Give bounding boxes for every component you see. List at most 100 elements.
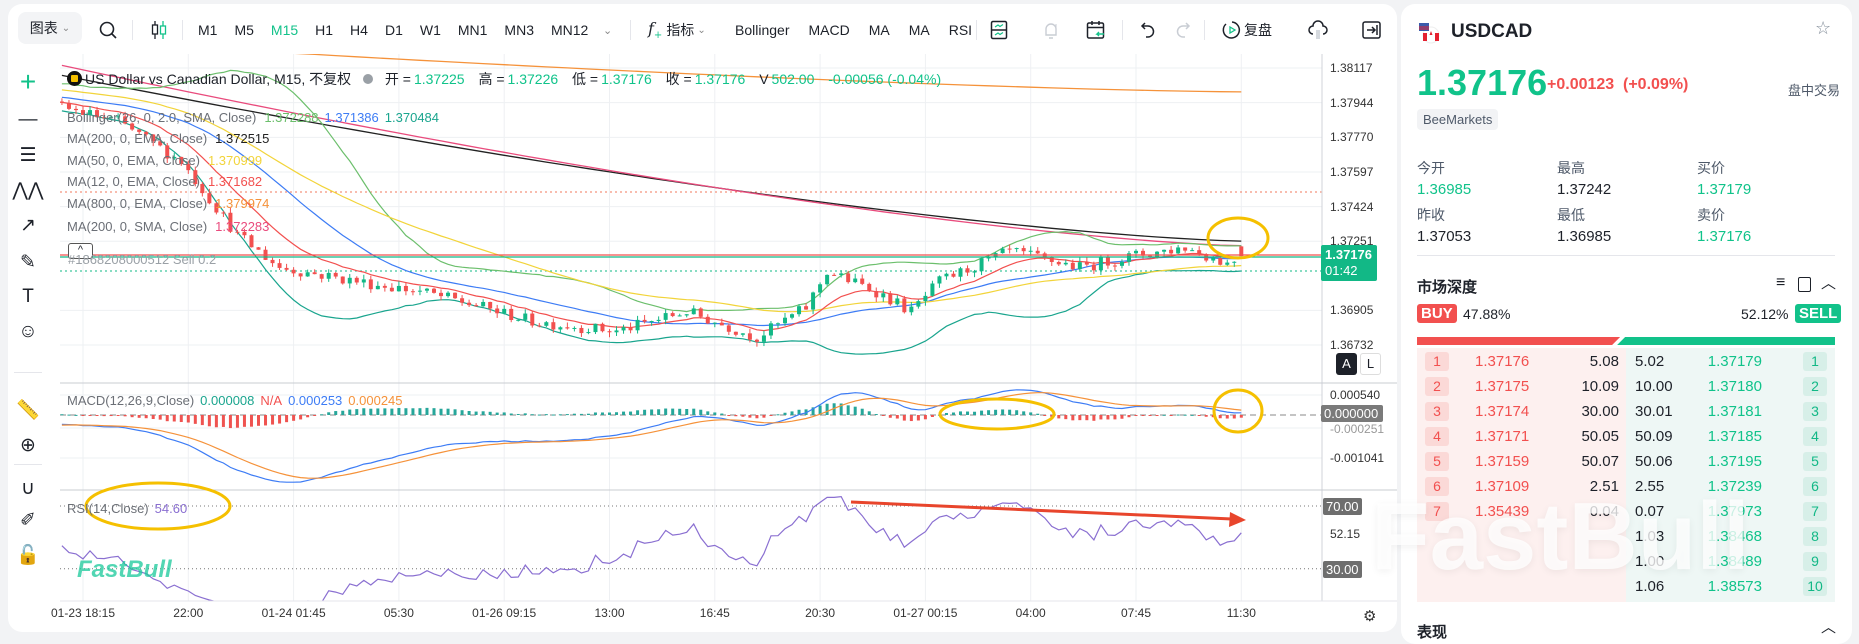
calendar-button[interactable] (1086, 16, 1106, 44)
candle-body (621, 327, 626, 331)
macd-histogram-bar (713, 412, 717, 415)
current-price-tag: 1.37176 01:42 (1321, 245, 1377, 281)
brush-icon[interactable]: ✎ (20, 251, 36, 273)
macd-histogram-bar (593, 412, 597, 415)
order-book-row[interactable]: 1 1.37176 5.08 5.02 1.37179 1 (1417, 349, 1835, 374)
indicator-shortcut-button[interactable]: MA (868, 22, 890, 38)
order-book-row[interactable]: 6 1.37109 2.51 2.55 1.37239 6 (1417, 474, 1835, 499)
order-line-label[interactable]: #1868208000512 Sell 0.2 (68, 252, 217, 267)
layout-button[interactable] (990, 16, 1008, 44)
order-book-row[interactable]: 1.03 1.38468 8 (1417, 524, 1835, 549)
rsi-lower-tag: 30.00 (1323, 561, 1362, 578)
timeframe-button[interactable]: M1 (198, 22, 218, 38)
ruler-icon[interactable]: 📏 (16, 400, 40, 421)
stat-value: 1.36985 (1557, 228, 1612, 245)
indicators-button[interactable]: f+ 指标 ⌄ (648, 16, 706, 44)
timeframe-button[interactable]: H4 (350, 22, 368, 38)
order-book-row[interactable]: 5 1.37159 50.07 50.06 1.37195 5 (1417, 449, 1835, 474)
timeframe-button[interactable]: MN12 (550, 22, 589, 38)
timeframe-button[interactable]: W1 (419, 22, 441, 38)
notes-icon[interactable] (1798, 277, 1811, 292)
open-value: 1.37225 (413, 71, 465, 87)
macd-histogram-bar (832, 403, 836, 415)
timeframe-bar: M1 M5 M15 H1 H4 D1 W1 MN1 MN3 MN12 (198, 16, 605, 44)
macd-histogram-bar (200, 415, 204, 426)
order-book-row[interactable]: 2 1.37175 10.09 10.00 1.37180 2 (1417, 374, 1835, 399)
search-button[interactable] (98, 16, 118, 44)
auto-scale-button[interactable]: A (1336, 353, 1357, 375)
list-view-icon[interactable]: ≡ (1776, 274, 1786, 291)
unlock-icon[interactable]: 🔓 (16, 545, 40, 566)
replay-button[interactable]: 复盘 (1222, 16, 1272, 44)
timeframe-more-chevron-icon[interactable]: ⌄ (603, 24, 613, 37)
indicator-legend-row[interactable]: Bollinger(26, 0, 2.0, SMA, Close) 1.37228… (67, 110, 445, 125)
fibonacci-icon[interactable]: ☰ (19, 144, 37, 166)
candle-body (705, 316, 710, 324)
favorite-star-icon[interactable]: ☆ (1815, 18, 1832, 38)
zoom-in-icon[interactable]: ⊕ (20, 434, 36, 456)
macd-histogram-bar (762, 415, 766, 418)
rsi-value: 54.60 (154, 501, 188, 516)
search-icon (99, 21, 117, 39)
candle-body (944, 273, 949, 277)
candle-body (488, 301, 493, 309)
collapse-legend-button[interactable]: ^ (68, 243, 93, 259)
indicator-shortcut-button[interactable]: MACD (808, 22, 850, 38)
candle-body (151, 134, 156, 142)
panel-watermark: FastBull (1371, 483, 1750, 590)
indicator-legend-row[interactable]: MA(800, 0, EMA, Close) 1.379974 (67, 196, 275, 211)
macd-histogram-bar (481, 411, 485, 415)
indicator-shortcut-button[interactable]: Bollinger (735, 22, 790, 38)
broker-tag[interactable]: BeeMarkets (1417, 109, 1499, 130)
indicator-value: 1.372288 (264, 110, 319, 125)
macd-histogram-bar (973, 411, 977, 415)
order-book-row[interactable]: 7 1.35439 0.04 0.07 1.37973 7 (1417, 499, 1835, 524)
log-scale-button[interactable]: L (1360, 353, 1381, 375)
collapse-chevron-up-icon[interactable]: ︿ (1821, 275, 1837, 292)
arrow-line-icon[interactable]: ↗ (20, 214, 36, 236)
timeframe-button[interactable]: MN3 (504, 22, 534, 38)
horizontal-line-icon[interactable]: — (18, 109, 38, 130)
order-book-row[interactable]: 1.00 1.38489 9 (1417, 549, 1835, 574)
indicator-legend-row[interactable]: MA(12, 0, EMA, Close) 1.371682 (67, 174, 268, 189)
undo-button[interactable] (1140, 16, 1156, 44)
chart-type-button[interactable] (150, 16, 168, 44)
timeframe-button[interactable]: M5 (234, 22, 254, 38)
macd-histogram-bar (1232, 415, 1236, 419)
market-depth-title: 市场深度 (1417, 279, 1478, 296)
macd-histogram-bar (600, 412, 604, 415)
indicator-legend-row[interactable]: MA(200, 0, SMA, Close) 1.372283 (67, 219, 275, 234)
indicator-shortcut-button[interactable]: RSI (948, 22, 973, 38)
bid-qty: 2.51 (1589, 478, 1619, 495)
alert-button[interactable] (1042, 16, 1060, 44)
brush-lock-icon[interactable]: ✐ (20, 509, 36, 531)
candle-body (158, 141, 163, 146)
timeframe-button[interactable]: D1 (384, 22, 403, 38)
emoji-icon[interactable]: ☺ (18, 321, 38, 342)
timeframe-button[interactable]: H1 (315, 22, 334, 38)
indicator-legend-row[interactable]: MA(200, 0, EMA, Close) 1.372515 (67, 131, 275, 146)
chart-menu-button[interactable]: 图表 ⌄ (18, 12, 82, 44)
chart-settings-gear-icon[interactable]: ⚙ (1363, 608, 1377, 625)
redo-button[interactable] (1175, 16, 1191, 44)
candlestick-icon (151, 21, 167, 39)
crosshair-icon[interactable]: + (19, 66, 37, 97)
timeframe-button[interactable]: MN1 (457, 22, 488, 38)
text-icon[interactable]: T (22, 286, 34, 307)
performance-chevron-up-icon[interactable]: ︿ (1821, 619, 1837, 636)
order-book-row[interactable]: 1.06 1.38573 10 (1417, 574, 1835, 599)
indicator-legend-row[interactable]: MA(50, 0, EMA, Close) 1.370999 (67, 153, 268, 168)
collapse-panel-button[interactable] (1362, 16, 1382, 44)
cloud-button[interactable] (1307, 16, 1329, 44)
order-book-row[interactable]: 3 1.37174 30.00 30.01 1.37181 3 (1417, 399, 1835, 424)
pattern-icon[interactable]: ⋀⋀ (12, 179, 44, 201)
order-book-row[interactable]: 4 1.37171 50.05 50.09 1.37185 4 (1417, 424, 1835, 449)
macd-histogram-bar (1050, 415, 1054, 417)
timeframe-button[interactable]: M15 (270, 22, 299, 38)
bid-qty: 50.07 (1581, 453, 1619, 470)
candle-body (1028, 250, 1033, 252)
ask-level: 4 (1803, 427, 1827, 446)
magnet-icon[interactable]: ∪ (21, 477, 35, 499)
indicator-shortcut-button[interactable]: MA (908, 22, 930, 38)
